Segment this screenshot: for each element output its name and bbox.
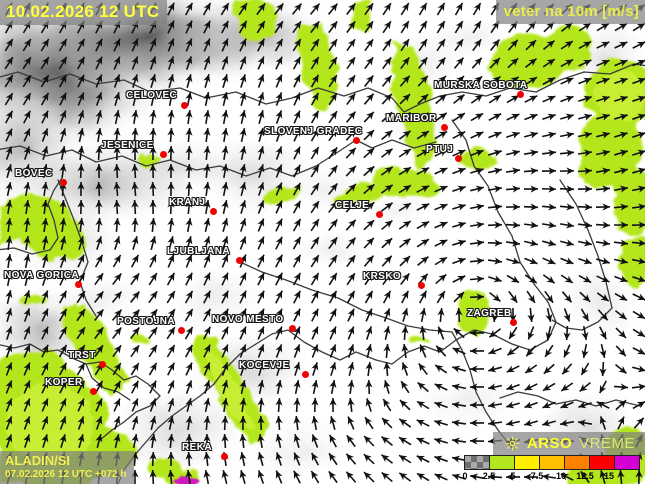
city-dot-icon <box>417 281 425 289</box>
city-name-label: TRST <box>68 350 96 361</box>
city-name-label: KRANJ <box>169 197 206 208</box>
city-dot-icon <box>89 387 97 395</box>
brand-vreme-label: VREME <box>579 435 635 452</box>
city-dot-icon <box>454 154 462 162</box>
city-dot-icon <box>59 178 67 186</box>
field-label: veter na 10m [m/s] <box>503 3 639 20</box>
city-dot-icon <box>301 370 309 378</box>
colorbar-swatch <box>515 456 540 469</box>
colorbar-swatch <box>540 456 565 469</box>
colorbar-ticks: 0 2.5 5 7.5 10 12.5 15 <box>462 470 640 482</box>
colorbar-swatch <box>490 456 515 469</box>
city-name-label: NOVA GORICA <box>4 270 79 281</box>
city-dot-icon <box>220 452 228 460</box>
brand-arso-label: ARSO <box>526 435 573 452</box>
colorbar-legend: 0 2.5 5 7.5 10 12.5 15 <box>462 455 640 482</box>
colorbar-swatch <box>565 456 590 469</box>
city-dot-icon <box>440 123 448 131</box>
colorbar-tick-label: 2.5 <box>482 471 496 481</box>
colorbar-swatch <box>615 456 639 469</box>
city-name-label: CELOVEC <box>126 90 178 101</box>
city-name-label: MARIBOR <box>386 113 437 124</box>
city-name-label: KOCEVJE <box>239 360 290 371</box>
valid-time-label: 10.02.2026 12 UTC <box>6 2 160 21</box>
city-dot-icon <box>375 210 383 218</box>
colorbar-tick-label: 15 <box>603 471 615 481</box>
city-dot-icon <box>180 101 188 109</box>
city-dot-icon <box>74 280 82 288</box>
model-name-label: ALADIN/SI <box>5 453 70 468</box>
colorbar-swatch <box>590 456 615 469</box>
colorbar-tick-label: 12.5 <box>576 471 594 481</box>
colorbar-tick-label: 7.5 <box>530 471 544 481</box>
city-dot-icon <box>352 136 360 144</box>
city-name-label: BOVEC <box>15 168 53 179</box>
valid-time-overlay: 10.02.2026 12 UTC <box>0 0 168 25</box>
city-dot-icon <box>209 207 217 215</box>
city-dot-icon <box>516 90 524 98</box>
city-name-label: LJUBLJANA <box>167 246 231 257</box>
city-dot-icon <box>159 150 167 158</box>
city-name-label: JESENICE <box>101 140 154 151</box>
city-name-label: MURSKA SOBOTA <box>434 80 528 91</box>
city-name-label: REKA <box>182 442 212 453</box>
field-label-overlay: veter na 10m [m/s] <box>495 0 645 24</box>
city-dot-icon <box>509 318 517 326</box>
city-name-label: KRSKO <box>363 271 402 282</box>
city-name-label: PTUJ <box>426 144 454 155</box>
city-name-label: CELJE <box>335 200 370 211</box>
colorbar-tick-label: 5 <box>510 471 516 481</box>
colorbar-swatch <box>465 456 490 469</box>
city-name-label: ZAGREB <box>467 308 512 319</box>
colorbar-swatches <box>464 455 640 470</box>
model-run-overlay: ALADIN/SI 07.02.2026 12 UTC +072 h <box>0 451 135 484</box>
city-name-label: NOVO MESTO <box>212 314 284 325</box>
city-dot-icon <box>98 360 106 368</box>
city-dot-icon <box>177 326 185 334</box>
model-run-label: 07.02.2026 12 UTC +072 h <box>5 469 127 480</box>
colorbar-tick-label: 0 <box>462 471 468 481</box>
sun-icon <box>505 436 520 451</box>
city-name-label: POSTOJNA <box>117 316 176 327</box>
city-dot-icon <box>235 256 243 264</box>
colorbar-tick-label: 10 <box>555 471 567 481</box>
city-dot-icon <box>288 324 296 332</box>
city-name-label: KOPER <box>45 377 83 388</box>
city-name-label: SLOVENJ GRADEC <box>264 126 363 137</box>
brand-overlay: ARSO VREME <box>492 432 645 455</box>
